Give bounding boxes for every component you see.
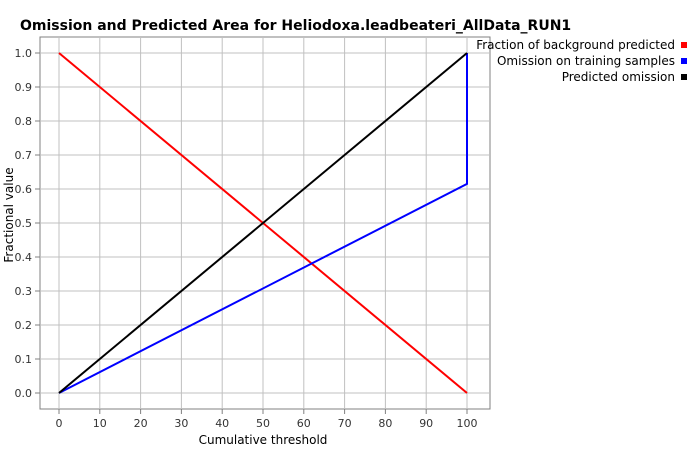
axis-ticks: 0 10 20 30 40 50 60 70 80 90 100 0.0 0.1 0.2 0.3 0.4 0.5… [15, 47, 478, 430]
legend-swatch [681, 42, 687, 48]
x-tick-label: 10 [93, 417, 107, 430]
x-tick-label: 40 [215, 417, 229, 430]
x-tick-label: 30 [174, 417, 188, 430]
series-line-3 [58, 52, 468, 394]
y-tick-label: 0.9 [15, 81, 33, 94]
legend-swatch [681, 58, 687, 64]
y-tick-label: 1.0 [15, 47, 33, 60]
y-tick-label: 0.3 [15, 285, 33, 298]
grid [40, 37, 490, 409]
legend-label: Fraction of background predicted [476, 38, 675, 52]
chart-title: Omission and Predicted Area for Heliodox… [20, 18, 571, 34]
y-tick-label: 0.1 [15, 353, 33, 366]
y-tick-label: 0.6 [15, 183, 33, 196]
legend: Fraction of background predicted Omission… [476, 38, 687, 84]
y-tick-label: 0.0 [15, 387, 33, 400]
y-tick-label: 0.7 [15, 149, 33, 162]
legend-label: Omission on training samples [497, 54, 675, 68]
x-tick-label: 100 [457, 417, 478, 430]
x-tick-label: 20 [134, 417, 148, 430]
x-axis-label: Cumulative threshold [199, 433, 328, 447]
y-tick-label: 0.8 [15, 115, 33, 128]
x-tick-label: 70 [338, 417, 352, 430]
series-line-2 [58, 53, 468, 394]
x-tick-label: 80 [378, 417, 392, 430]
x-tick-label: 60 [297, 417, 311, 430]
legend-label: Predicted omission [562, 70, 675, 84]
y-tick-label: 0.4 [15, 251, 33, 264]
y-tick-label: 0.2 [15, 319, 33, 332]
legend-swatch [681, 74, 687, 80]
x-tick-label: 0 [56, 417, 63, 430]
y-tick-label: 0.5 [15, 217, 33, 230]
x-tick-label: 50 [256, 417, 270, 430]
series-lines [58, 52, 468, 394]
y-axis-label: Fractional value [2, 167, 16, 262]
x-tick-label: 90 [419, 417, 433, 430]
